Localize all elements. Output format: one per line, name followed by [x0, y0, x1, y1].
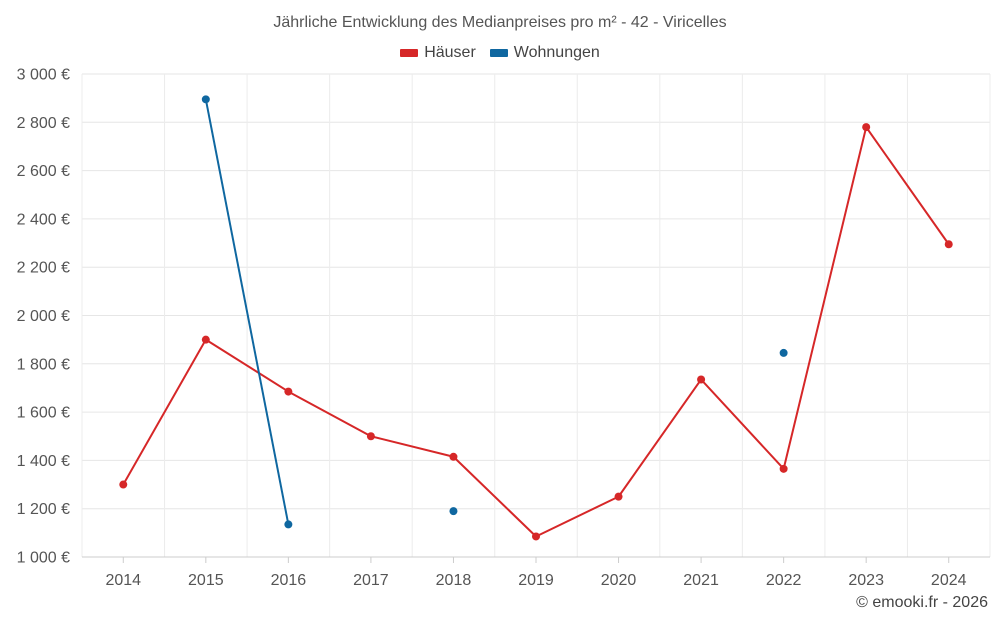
legend-item-apartments[interactable]: Wohnungen: [489, 44, 600, 62]
x-tick-label: 2019: [518, 572, 554, 589]
y-tick-label: 3 000 €: [17, 67, 70, 84]
y-tick-label: 1 200 €: [17, 501, 70, 518]
data-point-houses: [697, 375, 706, 384]
y-tick-label: 1 800 €: [17, 356, 70, 373]
data-point-houses: [284, 387, 293, 396]
legend-item-houses[interactable]: Häuser: [400, 44, 476, 62]
x-tick-label: 2015: [188, 572, 224, 589]
x-tick-label: 2024: [931, 572, 967, 589]
data-point-houses: [532, 532, 540, 541]
data-point-apartments: [201, 95, 210, 104]
x-tick-label: 2014: [105, 572, 141, 589]
y-tick-label: 1 000 €: [17, 550, 70, 567]
legend-swatch-houses: [400, 49, 419, 57]
y-tick-label: 1 600 €: [17, 405, 70, 422]
data-point-houses: [862, 123, 871, 132]
y-tick-label: 2 400 €: [17, 211, 70, 228]
legend-label-houses: Häuser: [424, 44, 476, 61]
legend: Häuser Wohnungen: [0, 44, 1000, 62]
y-tick-label: 2 800 €: [17, 115, 70, 132]
data-point-houses: [119, 480, 128, 489]
data-point-houses: [449, 452, 458, 461]
data-point-houses: [614, 492, 623, 501]
data-point-houses: [366, 432, 375, 441]
credit-text: © emooki.fr - 2026: [856, 594, 988, 611]
x-tick-label: 2020: [601, 572, 637, 589]
x-tick-label: 2017: [353, 572, 389, 589]
y-tick-label: 2 600 €: [17, 163, 70, 180]
chart-title: Jährliche Entwicklung des Medianpreises …: [273, 14, 727, 31]
x-tick-label: 2023: [848, 572, 884, 589]
legend-label-apartments: Wohnungen: [513, 44, 600, 61]
y-tick-label: 2 000 €: [17, 308, 70, 325]
data-point-apartments: [284, 520, 293, 529]
x-tick-label: 2018: [436, 572, 472, 589]
legend-swatch-apartments: [489, 49, 508, 57]
data-point-houses: [201, 335, 210, 344]
data-point-apartments: [449, 507, 458, 516]
y-tick-label: 2 200 €: [17, 260, 70, 277]
x-tick-label: 2016: [271, 572, 307, 589]
data-point-houses: [944, 240, 953, 249]
x-tick-label: 2021: [683, 572, 719, 589]
x-tick-label: 2022: [766, 572, 802, 589]
data-point-houses: [779, 464, 788, 473]
data-point-apartments: [779, 348, 788, 357]
y-tick-label: 1 400 €: [17, 453, 70, 470]
series-line-apartments: [204, 99, 290, 525]
